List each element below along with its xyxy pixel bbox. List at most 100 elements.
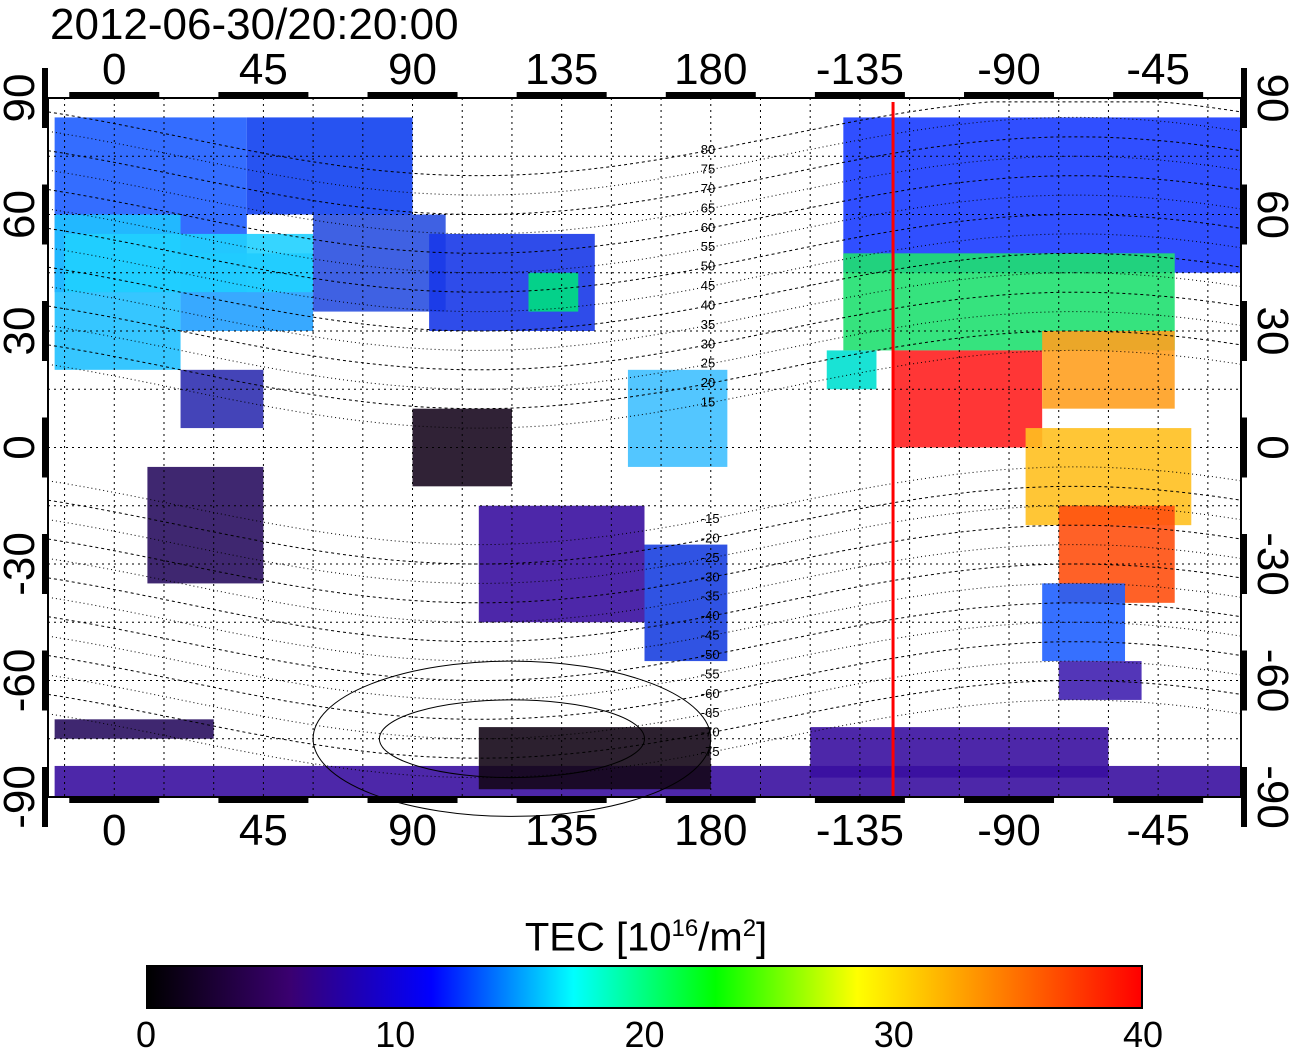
mlat-label: -55 [701, 666, 720, 681]
colorbar-label-unit: /m [698, 915, 743, 960]
tec-region [826, 350, 877, 390]
bottom-lon-tick-label: -135 [816, 806, 904, 855]
left-lat-tick-label: 30 [0, 307, 44, 356]
mlat-contour [47, 524, 1242, 604]
bottom-lon-tick [1113, 797, 1204, 803]
tec-region [313, 214, 446, 312]
tec-region [893, 350, 1043, 448]
bottom-lon-tick [516, 797, 607, 803]
bottom-lon-tick [69, 797, 160, 803]
bottom-lon-tick [367, 797, 458, 803]
right-lat-tick [1241, 767, 1247, 827]
map-axes: 0 45 90 135 180 -135 -90 -45 0 45 90 135 180 -135 -90 -… [0, 45, 1292, 855]
colorbar-tick-label: 10 [375, 1014, 416, 1055]
right-lat-tick [1241, 417, 1247, 478]
bottom-lon-tick-label: 0 [102, 806, 126, 855]
mlat-label: -15 [701, 511, 720, 526]
tec-region [64, 233, 314, 293]
bottom-lon-tick [964, 797, 1055, 803]
mlat-contour [47, 252, 1242, 332]
mlat-label: -30 [701, 569, 720, 584]
mlat-label: -50 [701, 647, 720, 662]
colorbar-tick-label: 20 [624, 1014, 665, 1055]
mlat-contour [47, 485, 1242, 565]
left-lat-tick-label: -30 [0, 532, 44, 596]
tec-data-regions [54, 117, 1241, 797]
top-lon-tick [69, 92, 160, 98]
mlat-label: 35 [701, 317, 715, 332]
bottom-lon-tick [665, 797, 756, 803]
mlat-pole-contour [378, 699, 646, 779]
left-lat-tick-label: 0 [0, 435, 44, 459]
mlat-label: 55 [701, 239, 715, 254]
top-lon-tick-label: 45 [239, 45, 288, 94]
left-lat-tick [42, 301, 48, 361]
top-lon-tick-label: -90 [977, 45, 1041, 94]
left-lat-tick [42, 650, 48, 711]
mlat-contour [47, 602, 1242, 681]
left-lat-tick [42, 534, 48, 594]
mlat-label: 20 [701, 375, 715, 390]
tec-region [246, 117, 413, 215]
mlat-contour [47, 101, 1242, 177]
left-lat-tick-label: -90 [0, 765, 44, 829]
tec-region [54, 719, 214, 739]
top-lon-tick [964, 92, 1055, 98]
mlat-contour [47, 641, 1242, 720]
mlat-label: -75 [701, 744, 720, 759]
tec-region [180, 369, 264, 429]
left-lat-tick-label: -60 [0, 649, 44, 713]
top-lon-tick-label: 90 [388, 45, 437, 94]
colorbar-title: TEC [1016/m2] [0, 905, 1292, 961]
mlat-label: 75 [701, 162, 715, 177]
left-lat-tick [42, 417, 48, 478]
right-lat-tick-label: -30 [1248, 532, 1292, 596]
bottom-lon-tick-label: -90 [977, 806, 1041, 855]
top-lon-tick [367, 92, 458, 98]
magnetic-latitude-contours [47, 101, 1242, 817]
left-lat-tick-label: 60 [0, 190, 44, 239]
mlat-label: -35 [701, 589, 720, 604]
mlat-label: 50 [701, 259, 715, 274]
mlat-contour [47, 680, 1242, 759]
mlat-label: 45 [701, 278, 715, 293]
top-lon-tick [516, 92, 607, 98]
mlat-label: -70 [701, 725, 720, 740]
top-lon-tick [814, 92, 905, 98]
tec-region [528, 272, 579, 312]
right-lat-tick-label: -60 [1248, 649, 1292, 713]
mlat-contour [47, 136, 1242, 215]
top-lon-tick-label: -45 [1126, 45, 1190, 94]
right-lat-tick-label: 0 [1248, 435, 1292, 459]
left-lat-tick [42, 68, 48, 128]
bottom-lon-tick-label: -45 [1126, 806, 1190, 855]
right-lat-tick [1241, 301, 1247, 361]
mlat-label: -60 [701, 686, 720, 701]
tec-region [478, 727, 711, 790]
colorbar-label-exponent: 16 [671, 915, 699, 942]
mlat-label: -65 [701, 705, 720, 720]
top-lon-tick [218, 92, 309, 98]
right-lat-tick [1241, 68, 1247, 128]
tec-region [843, 117, 1241, 273]
mlat-contour [47, 563, 1242, 643]
mlat-label: 70 [701, 181, 715, 196]
right-lat-tick [1241, 534, 1247, 594]
colorbar-tick-label: 30 [873, 1014, 914, 1055]
mlat-label: -25 [701, 550, 720, 565]
right-lat-tick-label: 90 [1248, 74, 1292, 123]
mlat-pole-contour [312, 660, 712, 817]
mlat-contour [47, 175, 1242, 254]
colorbar-label-unit-exponent: 2 [742, 915, 757, 942]
map-title: 2012-06-30/20:20:00 [50, 0, 459, 49]
mlat-label: -45 [701, 628, 720, 643]
left-lat-tick [42, 767, 48, 827]
bottom-lon-tick [218, 797, 309, 803]
right-lat-tick-label: 60 [1248, 190, 1292, 239]
mlat-contour [47, 214, 1242, 293]
colorbar-label-suffix: ] [756, 915, 768, 960]
bottom-lon-tick-label: 180 [674, 806, 747, 855]
top-lon-tick-label: 0 [102, 45, 126, 94]
mlat-label: 65 [701, 200, 715, 215]
